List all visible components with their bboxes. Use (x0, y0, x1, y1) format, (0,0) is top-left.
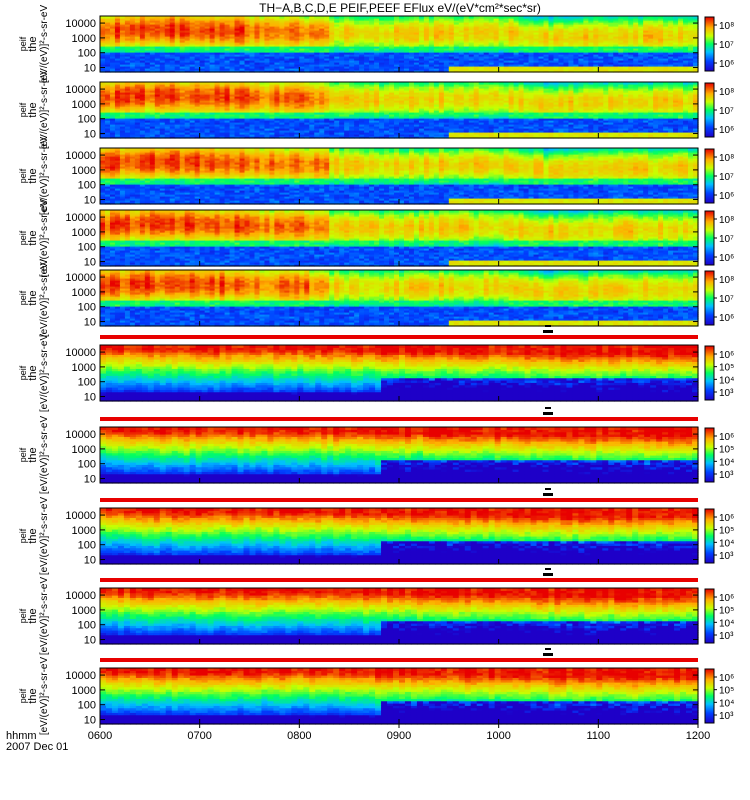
y-tick-label: 10 (84, 63, 96, 75)
colorbar-tick-label: 10⁷ (719, 40, 734, 51)
heatmap-cells (100, 82, 699, 139)
colorbar (705, 17, 714, 71)
ion-panel-2: 10000100010010thepeif [eV/(eV)]²-s-sr-eV 1… (18, 71, 734, 150)
colorbar-tick-label: 10⁶ (719, 59, 734, 70)
y-axis-label-main: the (27, 36, 39, 51)
colorbar-tick-label: 10⁸ (719, 21, 734, 32)
y-axis-label-super: peif (18, 36, 28, 51)
y-tick-label: 10000 (65, 18, 96, 30)
heatmap-cells (100, 16, 699, 73)
y-tick-label: 1000 (72, 33, 96, 45)
y-tick-label: 100 (78, 48, 96, 60)
figure-title: TH−A,B,C,D,E PEIF,PEEF EFlux eV/(eV*cm²*… (259, 1, 541, 15)
